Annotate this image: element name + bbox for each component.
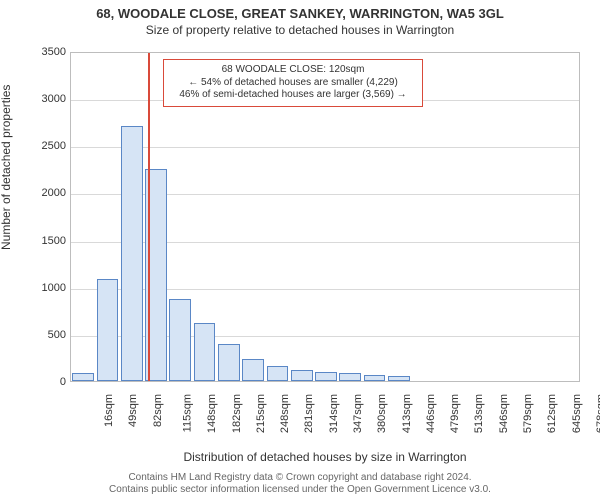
x-tick-label: 82sqm: [152, 394, 164, 427]
x-tick-label: 479sqm: [449, 394, 461, 433]
info-box: 68 WOODALE CLOSE: 120sqm ← 54% of detach…: [163, 59, 423, 107]
subject-marker-line: [148, 53, 150, 381]
x-axis-label: Distribution of detached houses by size …: [70, 450, 580, 464]
bar: [194, 323, 216, 381]
x-tick-label: 579sqm: [522, 394, 534, 433]
footnote: Contains HM Land Registry data © Crown c…: [0, 472, 600, 496]
bar: [339, 373, 361, 381]
y-tick-label: 3000: [26, 93, 66, 105]
y-axis-label: Number of detached properties: [0, 85, 13, 250]
y-tick-label: 500: [26, 329, 66, 341]
x-tick-label: 645sqm: [571, 394, 583, 433]
bar: [169, 299, 191, 381]
y-tick-label: 1500: [26, 235, 66, 247]
bar: [291, 370, 313, 381]
chart-container: 68, WOODALE CLOSE, GREAT SANKEY, WARRING…: [0, 0, 600, 500]
x-tick-label: 49sqm: [127, 394, 139, 427]
x-tick-label: 182sqm: [231, 394, 243, 433]
x-tick-label: 215sqm: [255, 394, 267, 433]
y-tick-label: 0: [26, 376, 66, 388]
bar: [97, 279, 119, 381]
x-tick-label: 281sqm: [304, 394, 316, 433]
footnote-line-1: Contains HM Land Registry data © Crown c…: [128, 472, 471, 483]
footnote-line-2: Contains public sector information licen…: [109, 484, 491, 495]
x-tick-label: 612sqm: [546, 394, 558, 433]
bar: [388, 376, 410, 381]
x-tick-label: 347sqm: [352, 394, 364, 433]
x-tick-label: 513sqm: [474, 394, 486, 433]
bar: [315, 372, 337, 381]
bar: [242, 359, 264, 381]
chart-subtitle: Size of property relative to detached ho…: [0, 21, 600, 37]
x-tick-label: 248sqm: [279, 394, 291, 433]
x-tick-label: 678sqm: [595, 394, 600, 433]
plot-area: 68 WOODALE CLOSE: 120sqm ← 54% of detach…: [70, 52, 580, 382]
y-tick-label: 2000: [26, 187, 66, 199]
x-tick-label: 115sqm: [181, 394, 193, 432]
bar: [218, 344, 240, 381]
bar: [267, 366, 289, 381]
x-tick-label: 314sqm: [328, 394, 340, 433]
y-tick-label: 2500: [26, 140, 66, 152]
y-tick-label: 1000: [26, 282, 66, 294]
bar: [72, 373, 94, 381]
x-tick-label: 413sqm: [401, 394, 413, 433]
x-tick-label: 380sqm: [376, 394, 388, 433]
chart-title-address: 68, WOODALE CLOSE, GREAT SANKEY, WARRING…: [0, 0, 600, 21]
bar: [364, 375, 386, 381]
y-tick-label: 3500: [26, 46, 66, 58]
x-tick-label: 546sqm: [498, 394, 510, 433]
info-box-line-1: 68 WOODALE CLOSE: 120sqm: [172, 64, 414, 77]
x-tick-label: 16sqm: [103, 394, 115, 427]
x-tick-label: 148sqm: [206, 394, 218, 433]
info-box-line-2: ← 54% of detached houses are smaller (4,…: [172, 77, 414, 90]
bar: [121, 126, 143, 381]
x-tick-label: 446sqm: [425, 394, 437, 433]
info-box-line-3: 46% of semi-detached houses are larger (…: [172, 89, 414, 102]
